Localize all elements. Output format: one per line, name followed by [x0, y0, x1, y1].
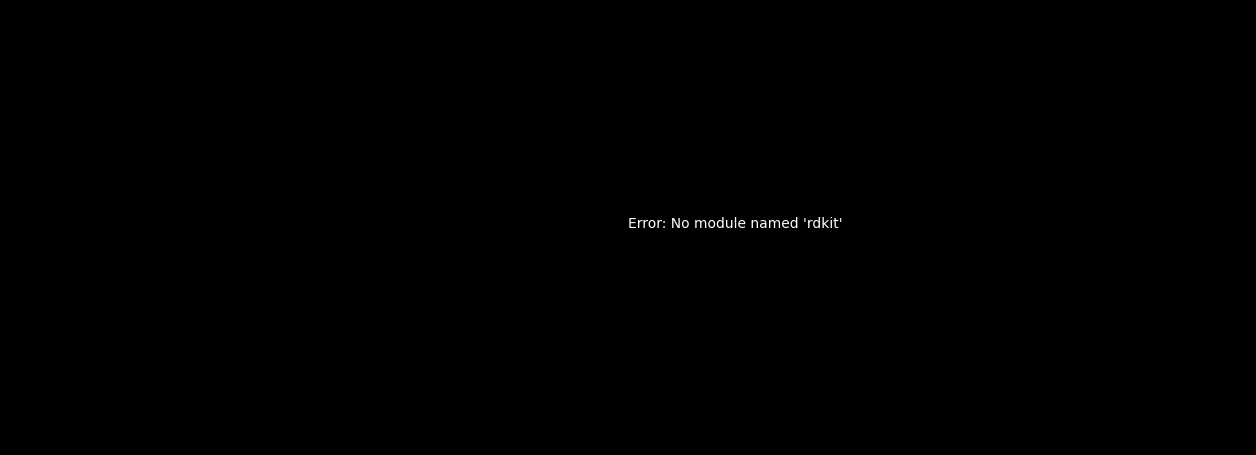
Text: Error: No module named 'rdkit': Error: No module named 'rdkit' [628, 217, 843, 231]
